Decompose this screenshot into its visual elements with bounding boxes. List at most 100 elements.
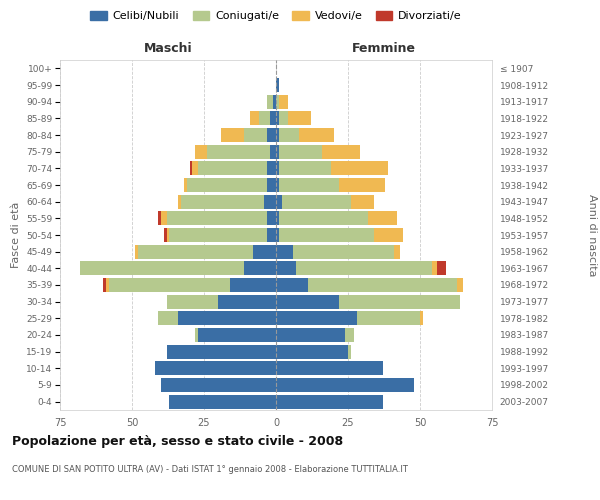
Bar xyxy=(276,228,279,242)
Bar xyxy=(135,244,138,259)
Bar xyxy=(276,144,279,159)
Bar xyxy=(276,344,348,359)
Bar xyxy=(253,244,276,259)
Bar xyxy=(103,278,106,292)
Bar xyxy=(276,78,279,92)
Bar xyxy=(276,394,383,409)
Bar xyxy=(437,261,446,276)
Text: COMUNE DI SAN POTITO ULTRA (AV) - Dati ISTAT 1° gennaio 2008 - Elaborazione TUTT: COMUNE DI SAN POTITO ULTRA (AV) - Dati I… xyxy=(12,465,408,474)
Bar xyxy=(345,328,354,342)
Bar xyxy=(270,144,276,159)
Text: Anni di nascita: Anni di nascita xyxy=(587,194,597,276)
Bar xyxy=(268,228,276,242)
Bar xyxy=(196,328,198,342)
Bar xyxy=(268,178,276,192)
Bar xyxy=(161,211,167,226)
Bar xyxy=(368,211,397,226)
Bar xyxy=(276,244,293,259)
Bar xyxy=(276,378,414,392)
Bar xyxy=(184,178,187,192)
Bar xyxy=(296,261,431,276)
Bar xyxy=(169,394,276,409)
Bar xyxy=(322,144,359,159)
Bar xyxy=(276,194,282,209)
Bar xyxy=(167,228,169,242)
Bar xyxy=(167,344,276,359)
Bar xyxy=(207,144,270,159)
Bar xyxy=(457,278,463,292)
Bar xyxy=(106,278,109,292)
Bar xyxy=(250,112,259,126)
Bar xyxy=(268,128,276,142)
Bar xyxy=(276,112,279,126)
Bar xyxy=(181,194,265,209)
Bar xyxy=(161,378,276,392)
Bar xyxy=(276,178,279,192)
Legend: Celibi/Nubili, Coniugati/e, Vedovi/e, Divorziati/e: Celibi/Nubili, Coniugati/e, Vedovi/e, Di… xyxy=(86,6,466,25)
Bar xyxy=(164,228,167,242)
Text: Femmine: Femmine xyxy=(352,42,416,55)
Bar xyxy=(287,112,311,126)
Bar xyxy=(279,211,368,226)
Bar xyxy=(276,328,345,342)
Bar xyxy=(279,162,331,175)
Text: Maschi: Maschi xyxy=(143,42,193,55)
Bar xyxy=(431,261,437,276)
Bar xyxy=(244,128,268,142)
Bar xyxy=(374,228,403,242)
Bar xyxy=(340,294,460,308)
Bar xyxy=(293,244,394,259)
Bar xyxy=(196,144,207,159)
Bar xyxy=(190,162,193,175)
Bar xyxy=(155,361,276,376)
Bar xyxy=(420,311,423,326)
Bar xyxy=(265,194,276,209)
Bar xyxy=(348,344,351,359)
Bar xyxy=(169,228,268,242)
Bar xyxy=(356,311,420,326)
Bar xyxy=(244,261,276,276)
Bar xyxy=(279,112,287,126)
Bar xyxy=(273,94,276,109)
Bar xyxy=(279,228,374,242)
Bar xyxy=(279,178,340,192)
Bar xyxy=(276,94,279,109)
Bar xyxy=(340,178,385,192)
Bar xyxy=(218,294,276,308)
Bar xyxy=(308,278,457,292)
Bar xyxy=(198,328,276,342)
Bar xyxy=(178,311,276,326)
Bar xyxy=(109,278,230,292)
Bar xyxy=(276,311,356,326)
Bar xyxy=(268,94,273,109)
Bar xyxy=(221,128,244,142)
Bar xyxy=(259,112,270,126)
Bar xyxy=(276,361,383,376)
Bar xyxy=(276,162,279,175)
Bar xyxy=(394,244,400,259)
Y-axis label: Fasce di età: Fasce di età xyxy=(11,202,20,268)
Bar xyxy=(276,211,279,226)
Bar xyxy=(270,112,276,126)
Bar xyxy=(268,211,276,226)
Bar xyxy=(80,261,244,276)
Bar xyxy=(178,194,181,209)
Bar xyxy=(276,261,296,276)
Bar xyxy=(276,278,308,292)
Bar xyxy=(276,294,340,308)
Bar xyxy=(276,128,279,142)
Bar xyxy=(187,178,268,192)
Bar xyxy=(351,194,374,209)
Bar xyxy=(167,211,268,226)
Bar xyxy=(282,194,351,209)
Text: Popolazione per età, sesso e stato civile - 2008: Popolazione per età, sesso e stato civil… xyxy=(12,435,343,448)
Bar xyxy=(279,128,299,142)
Bar xyxy=(299,128,334,142)
Bar xyxy=(331,162,388,175)
Bar xyxy=(230,278,276,292)
Bar xyxy=(158,311,178,326)
Bar xyxy=(193,162,198,175)
Bar xyxy=(158,211,161,226)
Bar xyxy=(268,162,276,175)
Bar xyxy=(198,162,268,175)
